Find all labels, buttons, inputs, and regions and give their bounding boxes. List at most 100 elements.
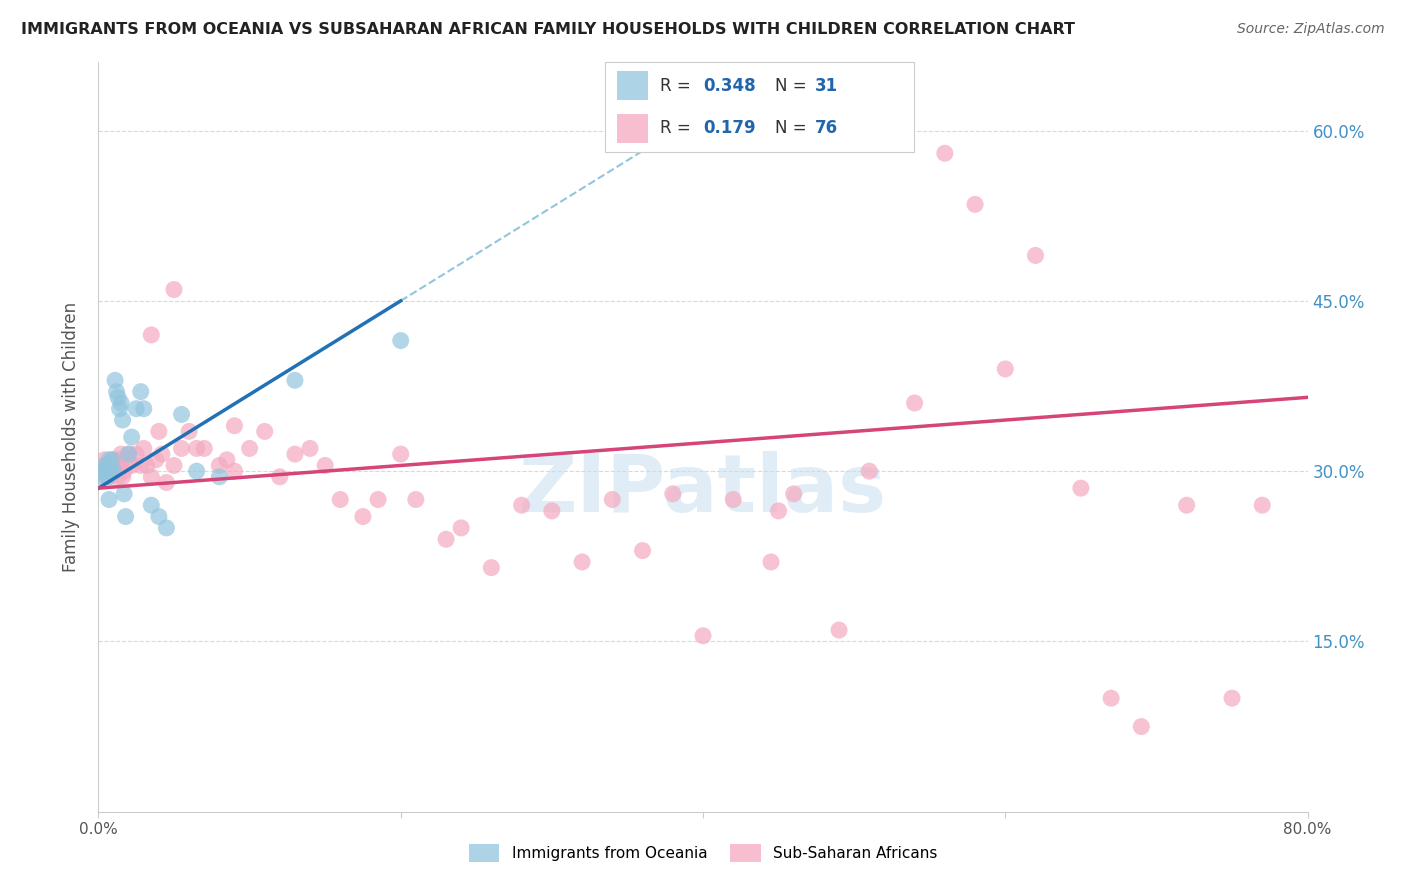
Point [148, 425, 170, 439]
Point [114, 458, 136, 473]
Point [405, 492, 427, 507]
Point [105, 384, 128, 399]
Point [389, 334, 412, 348]
Point [481, 560, 503, 574]
Point [208, 458, 231, 473]
Point [110, 447, 132, 461]
Point [208, 470, 231, 484]
FancyBboxPatch shape [617, 114, 648, 143]
Point [96, 458, 118, 473]
Point [299, 442, 322, 456]
Point [141, 498, 163, 512]
Text: 76: 76 [815, 120, 838, 137]
Y-axis label: Family Households with Children: Family Households with Children [62, 302, 80, 572]
Point [112, 464, 135, 478]
Point [100, 470, 122, 484]
Point [118, 447, 141, 461]
Point [965, 197, 987, 211]
Point [111, 470, 134, 484]
Point [934, 146, 956, 161]
Point [828, 623, 851, 637]
FancyBboxPatch shape [617, 71, 648, 100]
Point [141, 470, 163, 484]
Point [98, 452, 121, 467]
Point [224, 418, 246, 433]
Point [104, 373, 127, 387]
Point [93, 458, 115, 473]
Point [692, 629, 714, 643]
Point [904, 396, 927, 410]
Point [91, 464, 114, 478]
Point [510, 498, 533, 512]
Point [163, 458, 186, 473]
Legend: Immigrants from Oceania, Sub-Saharan Africans: Immigrants from Oceania, Sub-Saharan Afr… [463, 838, 943, 868]
Point [253, 425, 276, 439]
Point [352, 509, 374, 524]
Point [145, 452, 167, 467]
Point [314, 458, 336, 473]
Point [129, 384, 152, 399]
Point [269, 470, 291, 484]
Point [104, 464, 127, 478]
Text: N =: N = [775, 77, 811, 95]
Text: 31: 31 [815, 77, 838, 95]
Point [631, 543, 654, 558]
Point [155, 475, 177, 490]
Point [107, 390, 129, 404]
FancyBboxPatch shape [605, 62, 914, 152]
Point [170, 408, 193, 422]
Point [96, 470, 118, 484]
Text: Source: ZipAtlas.com: Source: ZipAtlas.com [1237, 22, 1385, 37]
Point [1175, 498, 1198, 512]
Point [98, 492, 121, 507]
Point [163, 283, 186, 297]
Point [108, 401, 131, 416]
Point [110, 396, 132, 410]
Point [90, 470, 112, 484]
Point [118, 447, 141, 461]
Point [783, 487, 806, 501]
Point [141, 327, 163, 342]
Point [858, 464, 880, 478]
Point [367, 492, 389, 507]
Point [661, 487, 683, 501]
Point [186, 442, 208, 456]
Point [103, 464, 125, 478]
Point [100, 464, 122, 478]
Point [94, 464, 117, 478]
Point [114, 509, 136, 524]
Text: R =: R = [661, 120, 696, 137]
Text: R =: R = [661, 77, 696, 95]
Point [1070, 481, 1092, 495]
Point [1220, 691, 1243, 706]
Point [94, 470, 117, 484]
Point [101, 464, 124, 478]
Point [91, 464, 114, 478]
Point [1024, 248, 1046, 262]
Point [121, 430, 143, 444]
Point [450, 521, 472, 535]
Point [129, 458, 152, 473]
Point [1099, 691, 1122, 706]
Point [1251, 498, 1274, 512]
Point [125, 447, 148, 461]
Point [108, 452, 131, 467]
Point [155, 521, 177, 535]
Point [224, 464, 246, 478]
Point [170, 442, 193, 456]
Text: N =: N = [775, 120, 811, 137]
Text: IMMIGRANTS FROM OCEANIA VS SUBSAHARAN AFRICAN FAMILY HOUSEHOLDS WITH CHILDREN CO: IMMIGRANTS FROM OCEANIA VS SUBSAHARAN AF… [21, 22, 1076, 37]
Point [284, 373, 307, 387]
Point [179, 425, 201, 439]
Point [105, 458, 128, 473]
Point [103, 452, 125, 467]
Point [111, 413, 134, 427]
Point [132, 442, 155, 456]
Point [215, 452, 238, 467]
Point [101, 452, 124, 467]
Point [239, 442, 262, 456]
Point [135, 458, 157, 473]
Text: ZIPatlas: ZIPatlas [519, 450, 887, 529]
Point [125, 401, 148, 416]
Point [1130, 720, 1153, 734]
